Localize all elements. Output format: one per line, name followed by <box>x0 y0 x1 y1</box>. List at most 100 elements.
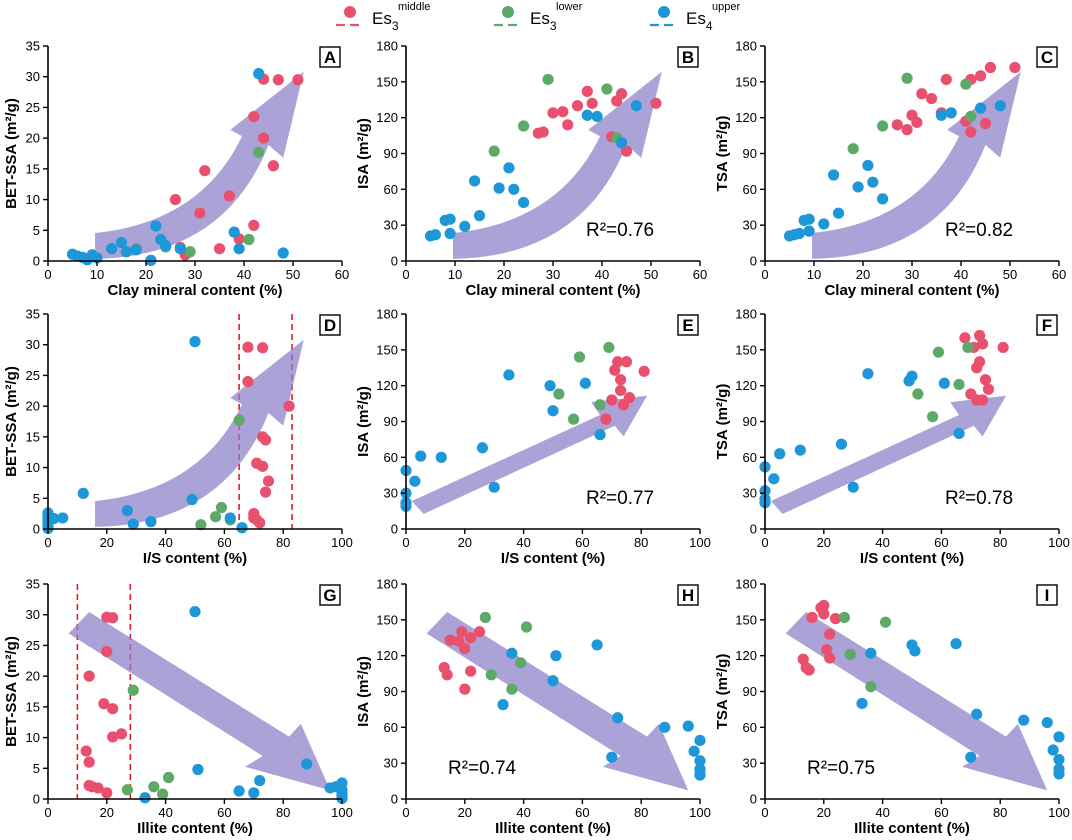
svg-text:D: D <box>324 316 336 335</box>
point-E-upper-7 <box>476 442 489 454</box>
point-F-lower-1 <box>926 411 939 423</box>
point-D-middle-7 <box>257 460 269 472</box>
ylabel-B: ISA(m²/g) <box>355 118 372 189</box>
ytick-label-E-0: 0 <box>391 522 398 537</box>
ylabel-F: TSA(m²/g) <box>714 384 731 460</box>
ytick-label-C-0: 0 <box>750 254 757 269</box>
xlabel-F: I/S content (%) <box>860 550 964 567</box>
xtick-label-E-1: 20 <box>458 535 472 550</box>
xtick-label-H-4: 80 <box>634 805 648 820</box>
panel-I: 0 20 40 60 80 100 0 30 60 90 120 150 180 Illite conte… <box>714 577 1070 838</box>
point-E-middle-6 <box>620 356 633 368</box>
ytick-label-C-5: 150 <box>735 74 757 89</box>
point-D-upper-5 <box>186 493 198 506</box>
point-E-upper-4 <box>409 475 421 487</box>
point-D-upper-7 <box>236 522 248 534</box>
point-C-middle-5 <box>926 92 938 105</box>
point-F-middle-6 <box>979 374 992 386</box>
point-A-upper-17 <box>228 226 240 238</box>
point-D-lower-2 <box>209 511 222 523</box>
point-E-lower-0 <box>553 388 565 400</box>
ytick-label-G-6: 30 <box>26 607 40 622</box>
xtick-label-F-3: 60 <box>934 535 948 550</box>
point-B-upper-4 <box>444 227 456 240</box>
ytick-label-A-4: 20 <box>26 131 40 146</box>
ytick-label-H-2: 60 <box>384 720 398 735</box>
point-A-middle-5 <box>267 160 279 172</box>
ytick-label-D-7: 35 <box>26 307 40 322</box>
point-I-middle-8 <box>824 628 836 640</box>
point-E-middle-9 <box>638 365 650 377</box>
point-F-middle-10 <box>971 362 983 374</box>
point-H-middle-8 <box>465 665 477 677</box>
xtick-label-I-0: 0 <box>761 805 768 820</box>
point-H-middle-2 <box>444 634 456 646</box>
point-A-upper-13 <box>150 220 162 232</box>
panel-letter-G: G <box>319 584 341 606</box>
point-H-lower-2 <box>506 683 518 695</box>
r2-label-I: R²=0.75 <box>807 758 875 779</box>
legend-sup-lower: lower <box>556 1 583 13</box>
xtick-label-B-2: 20 <box>497 267 511 282</box>
point-C-middle-7 <box>940 73 952 86</box>
ytick-label-F-6: 180 <box>735 307 757 322</box>
point-H-middle-7 <box>465 632 477 644</box>
ytick-label-I-3: 90 <box>743 684 757 699</box>
xtick-label-E-2: 40 <box>516 535 530 550</box>
point-D-upper-0 <box>189 336 201 348</box>
point-C-upper-6 <box>818 218 830 230</box>
point-E-upper-5 <box>415 450 427 462</box>
point-B-middle-1 <box>537 126 549 138</box>
xtick-label-F-2: 40 <box>875 535 889 550</box>
ylabel-E: ISA(m²/g) <box>355 386 372 457</box>
point-B-middle-11 <box>620 145 633 157</box>
point-F-upper-4 <box>768 473 780 485</box>
point-B-upper-15 <box>630 100 642 112</box>
point-B-upper-7 <box>473 210 486 222</box>
r2-label-E: R²=0.77 <box>586 488 654 509</box>
ytick-label-C-1: 30 <box>743 218 757 233</box>
svg-text:C: C <box>1041 48 1053 67</box>
point-B-upper-5 <box>459 220 471 232</box>
point-G-upper-1 <box>301 758 313 770</box>
point-F-middle-0 <box>959 332 971 344</box>
xtick-label-A-6: 60 <box>335 267 349 282</box>
point-F-lower-0 <box>912 388 924 400</box>
point-C-lower-1 <box>877 120 889 132</box>
trend-arrow-H <box>426 611 689 791</box>
panel-C: 0 10 20 30 40 50 60 0 30 60 90 120 150 180 Clay minera… <box>714 39 1066 300</box>
panel-H: 0 20 40 60 80 100 0 30 60 90 120 150 180 Illite conte… <box>355 577 711 838</box>
point-C-middle-0 <box>891 119 903 131</box>
xlabel-C: Clay mineral content (%) <box>824 282 999 299</box>
point-I-upper-13 <box>1053 768 1065 780</box>
xtick-label-A-3: 30 <box>188 267 202 282</box>
point-G-middle-13 <box>101 787 113 799</box>
ytick-label-G-0: 0 <box>33 792 40 807</box>
point-I-upper-1 <box>865 647 877 659</box>
ytick-label-A-3: 15 <box>26 161 40 176</box>
ytick-label-C-2: 60 <box>743 182 757 197</box>
point-A-middle-8 <box>223 190 235 202</box>
point-E-lower-1 <box>567 413 580 425</box>
ytick-label-B-1: 30 <box>384 218 398 233</box>
point-I-upper-6 <box>971 708 983 720</box>
xtick-label-I-5: 100 <box>1048 805 1070 820</box>
xtick-label-H-2: 40 <box>516 805 530 820</box>
ytick-label-I-1: 30 <box>743 756 757 771</box>
xtick-label-H-3: 60 <box>575 805 589 820</box>
point-I-upper-7 <box>1018 714 1030 726</box>
legend-sup-upper: upper <box>712 1 740 13</box>
point-E-middle-7 <box>623 392 636 404</box>
ytick-label-C-3: 90 <box>743 146 757 161</box>
point-A-upper-10 <box>120 246 132 258</box>
point-B-upper-3 <box>444 213 456 225</box>
point-B-middle-4 <box>562 119 574 131</box>
ytick-label-E-1: 30 <box>384 486 398 501</box>
point-I-middle-3 <box>806 611 818 624</box>
r2-label-C: R²=0.82 <box>945 220 1013 241</box>
xtick-label-I-4: 80 <box>993 805 1007 820</box>
xlabel-G: Illite content (%) <box>137 820 253 837</box>
point-F-middle-7 <box>982 383 995 395</box>
point-A-upper-11 <box>130 244 142 256</box>
